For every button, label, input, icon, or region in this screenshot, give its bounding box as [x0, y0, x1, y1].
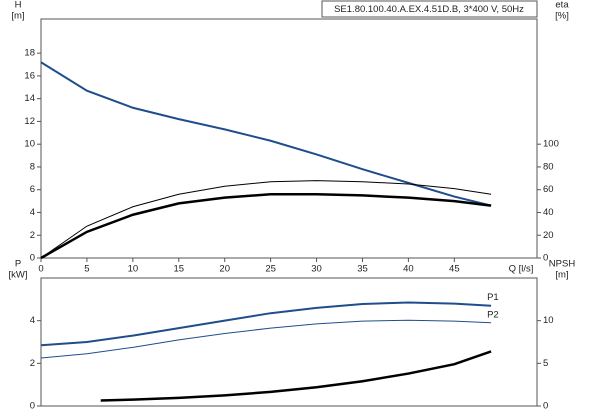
curve: [40, 301, 492, 347]
y2-tick-label: 0: [543, 253, 548, 264]
x-tick-label: 40: [403, 264, 414, 275]
title-box: [321, 0, 538, 18]
x-tick-label: 25: [265, 264, 276, 275]
y-tick-label: 12: [24, 116, 35, 127]
y-tick-label: 2: [30, 358, 35, 369]
curve: [40, 193, 492, 260]
y-axis-unit: [kW]: [9, 270, 28, 281]
x-tick-label: 0: [38, 264, 43, 275]
y-tick-label: 4: [30, 207, 35, 218]
y2-tick-label: 20: [543, 230, 554, 241]
y-axis-unit: [m]: [11, 11, 24, 22]
y-axis-label: H: [15, 0, 22, 11]
y2-tick-label: 5: [543, 358, 548, 369]
y-tick-label: 4: [30, 315, 35, 326]
y-tick-label: 2: [30, 230, 35, 241]
chart-title: SE1.80.100.40.A.EX.4.51D.B, 3*400 V, 50H…: [334, 4, 524, 15]
y-tick-label: 0: [30, 401, 35, 412]
y2-axis-label: NPSH: [549, 259, 576, 270]
x-tick-label: 45: [449, 264, 460, 275]
plot-frame: [40, 18, 538, 259]
x-tick-label: 20: [219, 264, 230, 275]
y-tick-label: 18: [24, 48, 35, 59]
y-tick-label: 16: [24, 70, 35, 81]
y2-tick-label: 40: [543, 207, 554, 218]
y2-tick-label: 100: [543, 139, 559, 150]
x-tick-label: 5: [84, 264, 89, 275]
y-tick-label: 14: [24, 93, 35, 104]
series-label: P2: [487, 309, 499, 320]
plot-frame: [40, 277, 538, 407]
y2-axis-label: eta: [555, 0, 569, 11]
series-label: P1: [487, 292, 499, 303]
curve: [40, 61, 492, 207]
y2-axis-unit: [m]: [555, 270, 568, 281]
x-tick-label: 10: [128, 264, 139, 275]
x-tick-label: 15: [173, 264, 184, 275]
y-tick-label: 0: [30, 253, 35, 264]
y2-tick-label: 0: [543, 401, 548, 412]
y2-tick-label: 80: [543, 161, 554, 172]
y-tick-label: 10: [24, 139, 35, 150]
y-tick-label: 6: [30, 184, 35, 195]
curve: [40, 319, 492, 359]
x-axis-label: Q [l/s]: [509, 264, 534, 275]
x-tick-label: 30: [311, 264, 322, 275]
x-tick-label: 35: [357, 264, 368, 275]
curve: [40, 180, 492, 259]
y-tick-label: 8: [30, 161, 35, 172]
y-axis-label: P: [15, 259, 21, 270]
y2-tick-label: 10: [543, 315, 554, 326]
y2-axis-unit: [%]: [555, 11, 569, 22]
y2-tick-label: 60: [543, 184, 554, 195]
curve: [100, 350, 492, 402]
